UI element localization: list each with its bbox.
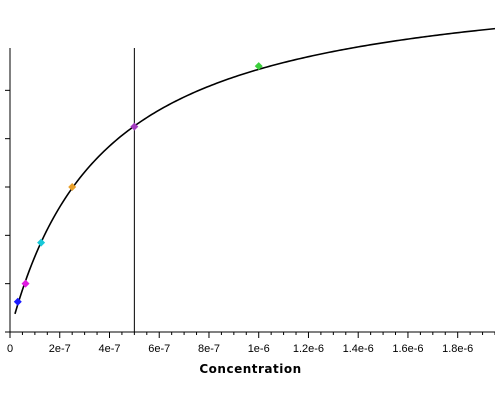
- data-point: [254, 62, 263, 71]
- x-tick-label: 2e-7: [49, 343, 71, 355]
- plot-area: 0 2e-7 4e-7 6e-7 8e-7 1e-6 1.2e-6 1.4e-6 1.6e-6 1…: [5, 27, 495, 355]
- x-tick-label: 0: [7, 343, 13, 355]
- data-point: [68, 183, 77, 191]
- data-point: [37, 238, 46, 247]
- x-tick-label: 1.6e-6: [392, 343, 423, 355]
- x-tick-label: 1.2e-6: [293, 343, 324, 355]
- data-point: [130, 122, 139, 131]
- data-point: [21, 279, 30, 288]
- fit-curve: [14, 27, 495, 315]
- data-point: [13, 297, 22, 306]
- x-tick-label: 6e-7: [148, 343, 170, 355]
- x-tick-label: 8e-7: [198, 343, 220, 355]
- x-tick-label: 1.8e-6: [442, 343, 473, 355]
- x-tick-label: 1e-6: [248, 343, 270, 355]
- x-tick-label: 4e-7: [98, 343, 120, 355]
- x-axis-title: Concentration: [199, 362, 301, 376]
- x-tick-label: 1.4e-6: [343, 343, 374, 355]
